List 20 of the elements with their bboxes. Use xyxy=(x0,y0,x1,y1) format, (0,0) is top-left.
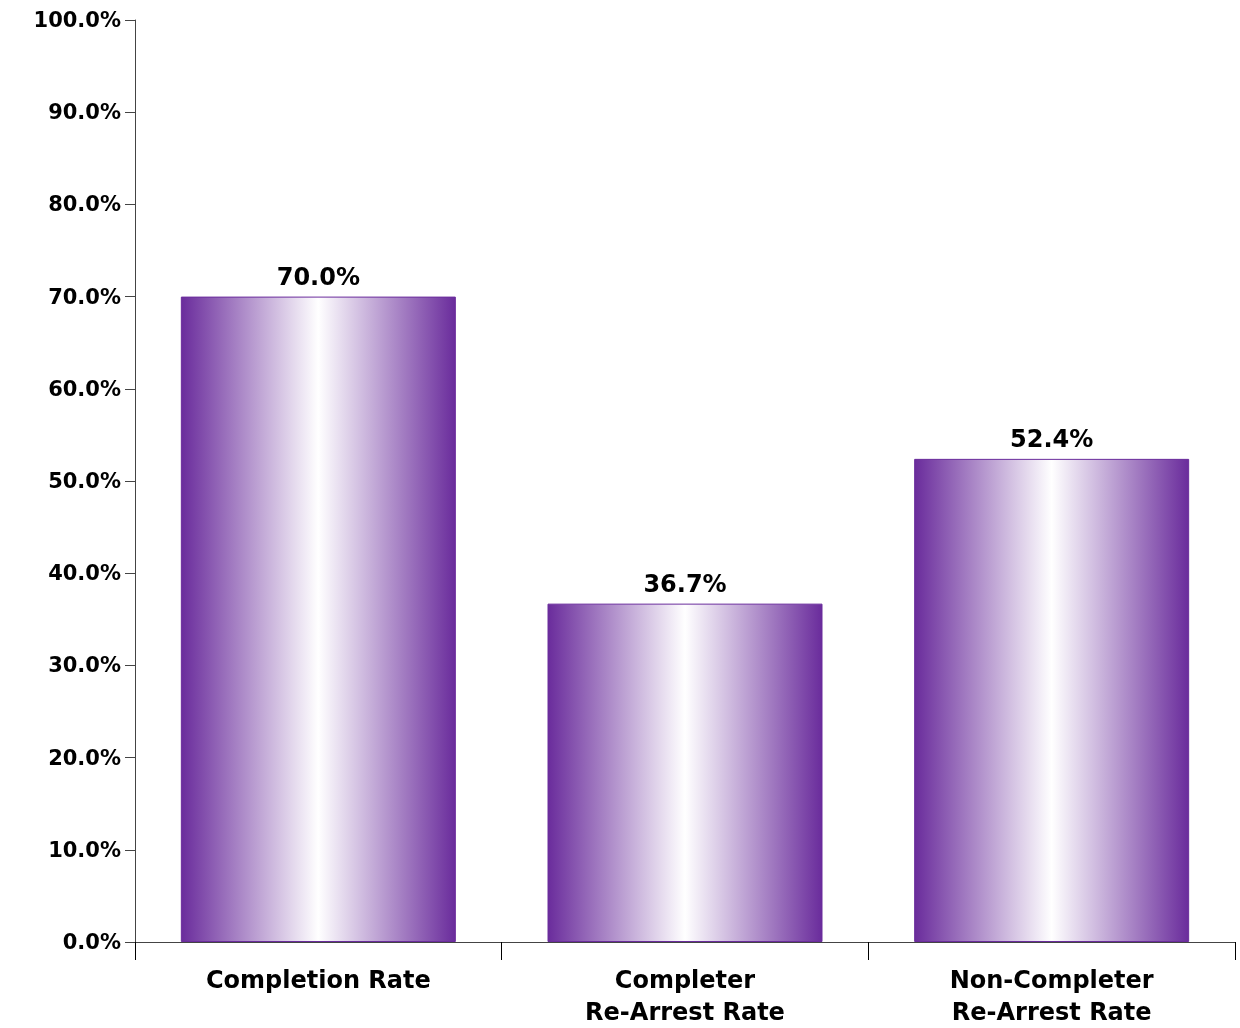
y-tick-label: 80.0% xyxy=(48,192,121,217)
y-tick-label: 30.0% xyxy=(48,653,121,678)
y-tick-label: 0.0% xyxy=(62,930,121,954)
y-tick-label: 10.0% xyxy=(48,837,121,862)
bar xyxy=(180,296,456,942)
data-label: 70.0% xyxy=(276,262,360,291)
y-tick-label: 50.0% xyxy=(48,469,121,493)
x-tick-label: Completer Re-Arrest Rate xyxy=(585,966,785,1026)
data-label: 52.4% xyxy=(1010,424,1094,453)
bar xyxy=(914,458,1190,942)
bar xyxy=(547,603,823,942)
y-tick-label: 100.0% xyxy=(33,8,121,32)
y-tick-label: 90.0% xyxy=(48,100,121,125)
y-tick-label: 20.0% xyxy=(48,745,121,770)
data-label: 36.7% xyxy=(643,569,727,598)
y-tick-label: 40.0% xyxy=(48,561,121,586)
x-tick-label: Completion Rate xyxy=(205,966,431,994)
y-tick-label: 60.0% xyxy=(48,376,121,401)
x-tick-label: Non-Completer Re-Arrest Rate xyxy=(949,966,1154,1026)
y-tick-label: 70.0% xyxy=(48,284,121,309)
